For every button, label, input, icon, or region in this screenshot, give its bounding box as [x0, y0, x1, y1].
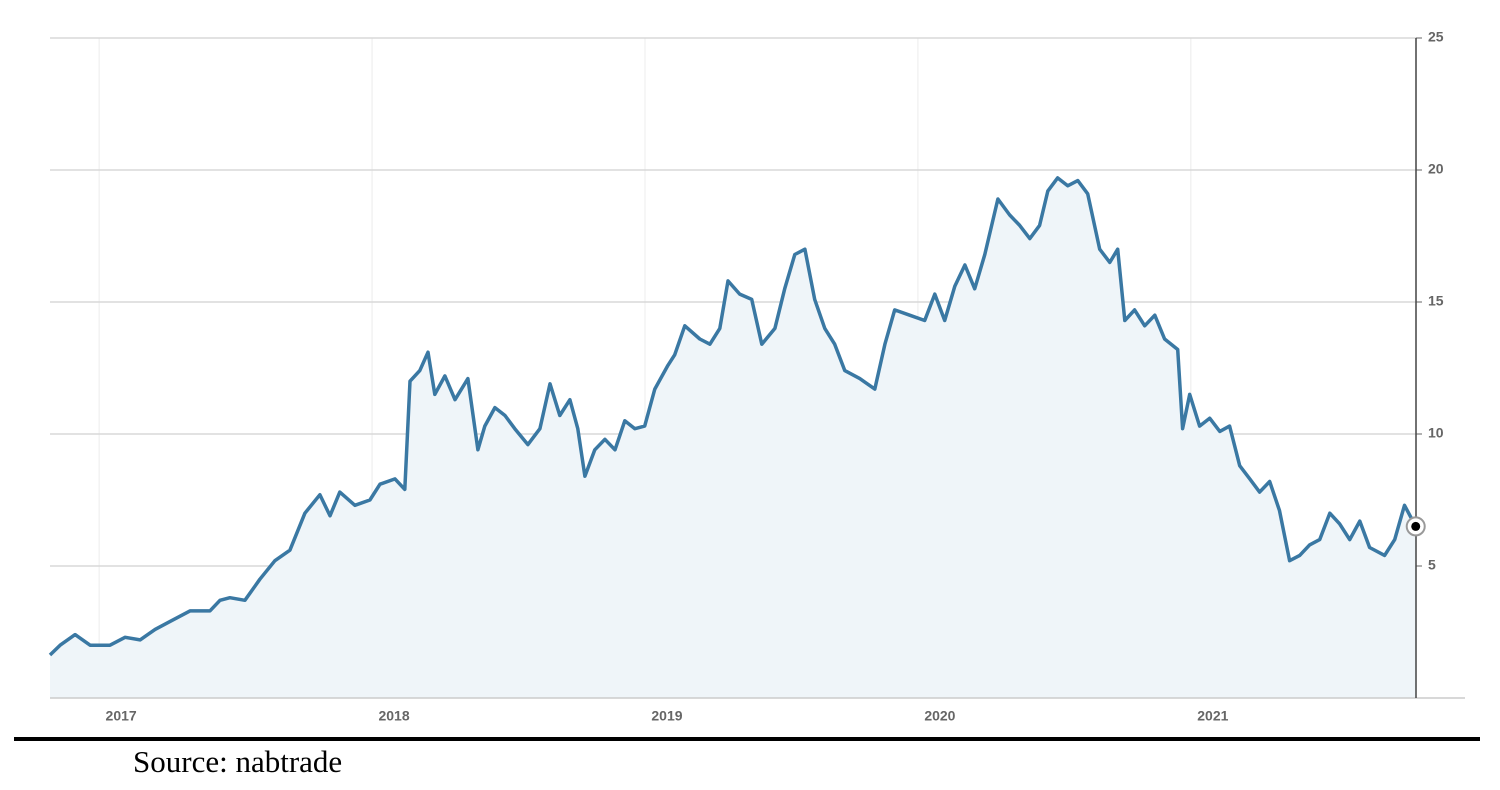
x-tick-label: 2020 — [924, 708, 955, 724]
y-tick-label: 20 — [1428, 161, 1444, 177]
x-tick-label: 2018 — [378, 708, 409, 724]
end-marker-dot — [1411, 521, 1421, 531]
line — [48, 176, 1418, 657]
caption: Source: nabtrade — [133, 744, 342, 779]
x-tick-label: 2019 — [651, 708, 682, 724]
x-tick-label: 2021 — [1197, 708, 1228, 724]
area — [50, 177, 1416, 698]
y-tick-label: 5 — [1428, 557, 1436, 573]
x-tick-label: 2017 — [106, 708, 137, 724]
y-tick-label: 25 — [1428, 29, 1444, 45]
y-tick-label: 10 — [1428, 425, 1444, 441]
y-tick-label: 15 — [1428, 293, 1444, 309]
